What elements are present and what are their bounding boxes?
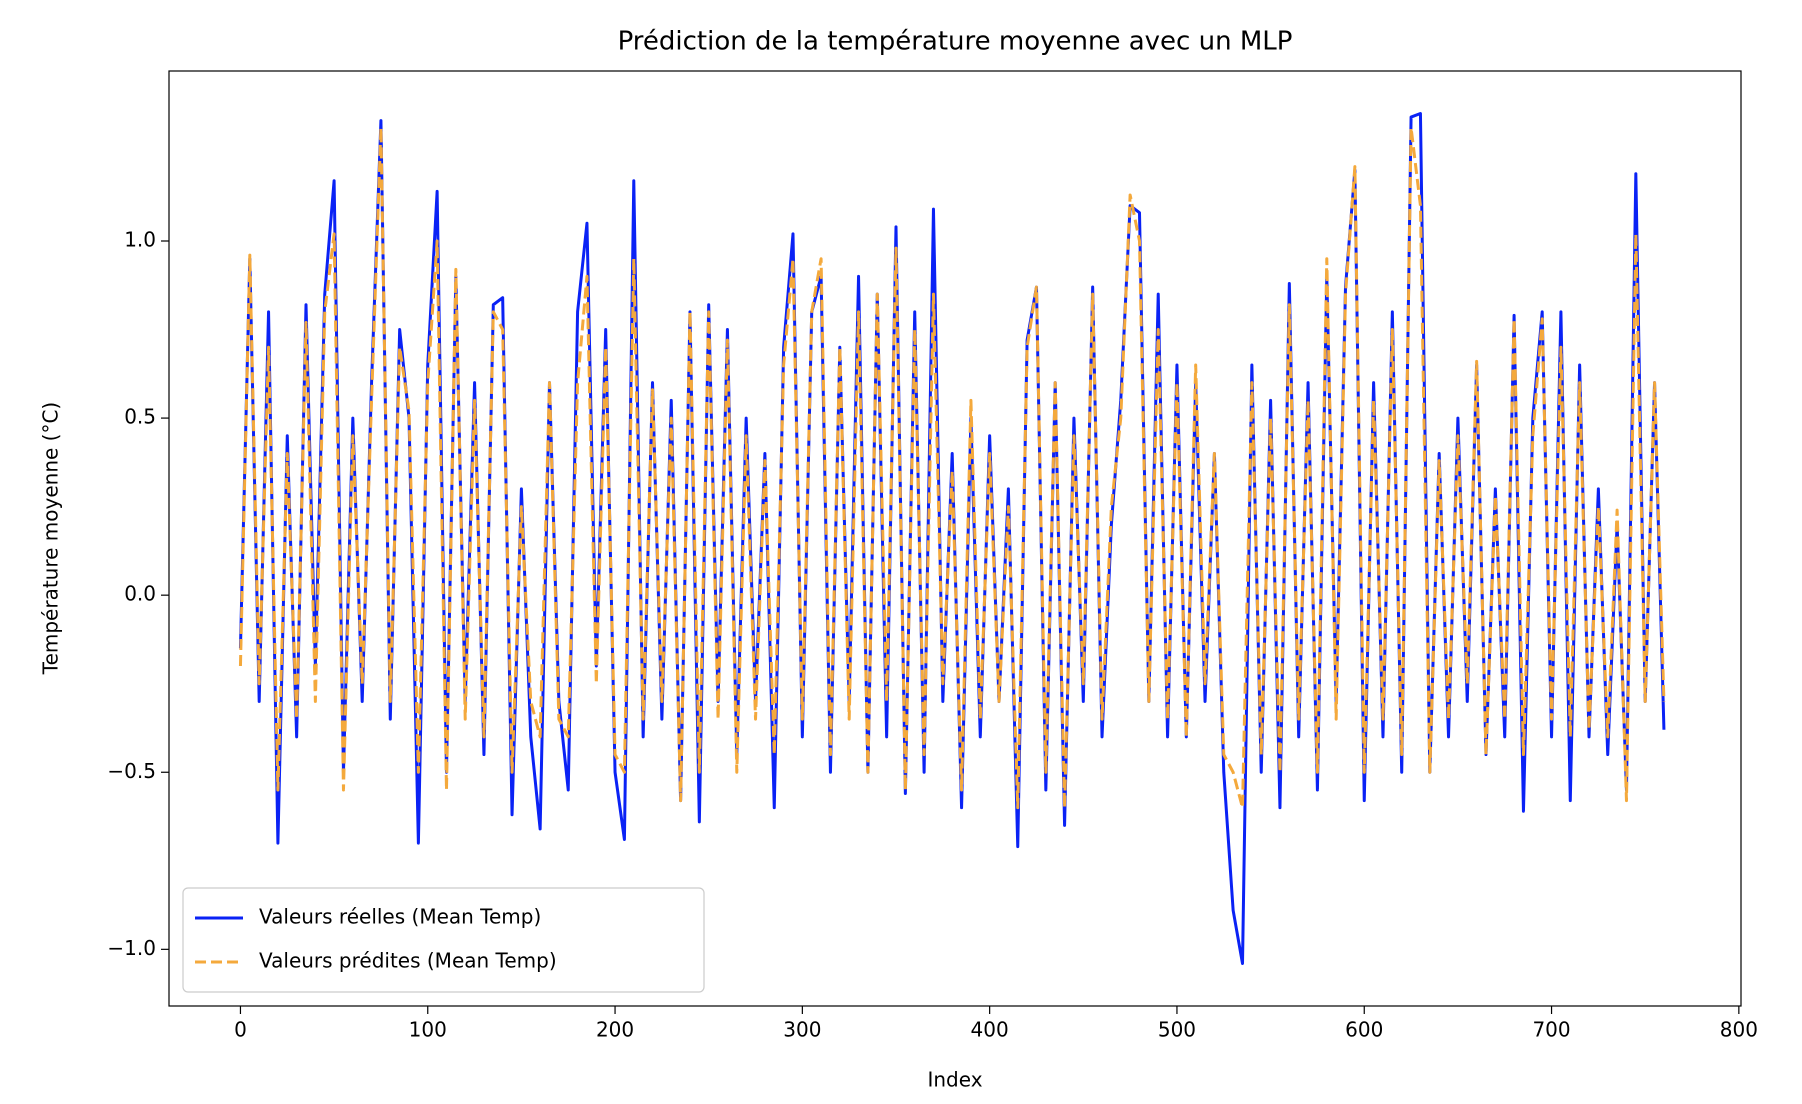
x-tick-label: 200 — [596, 1018, 634, 1042]
plot-frame — [168, 70, 1742, 1007]
y-tick-label: 0.0 — [124, 582, 156, 606]
x-tick-label: 100 — [409, 1018, 447, 1042]
x-tick-label: 400 — [971, 1018, 1009, 1042]
x-tick-label: 0 — [234, 1018, 247, 1042]
y-axis-label: Température moyenne (°C) — [39, 402, 63, 676]
legend: Valeurs réelles (Mean Temp) Valeurs prédi… — [182, 887, 705, 993]
x-axis-label: Index — [927, 1068, 982, 1092]
legend-box — [182, 887, 705, 993]
x-tick-label: 800 — [1720, 1018, 1758, 1042]
x-tick-label: 300 — [783, 1018, 821, 1042]
legend-label: Valeurs réelles (Mean Temp) — [259, 905, 541, 929]
legend-label: Valeurs prédites (Mean Temp) — [259, 949, 557, 973]
x-tick-label: 700 — [1532, 1018, 1570, 1042]
y-tick-label: 1.0 — [124, 228, 156, 252]
chart-title: Prédiction de la température moyenne ave… — [618, 27, 1293, 57]
y-tick-label: 0.5 — [124, 405, 156, 429]
data-line — [238, 126, 1666, 810]
x-tick-label: 600 — [1345, 1018, 1383, 1042]
x-tick-label: 500 — [1158, 1018, 1196, 1042]
y-tick-label: −0.5 — [107, 759, 156, 783]
y-tick-label: −1.0 — [107, 936, 156, 960]
